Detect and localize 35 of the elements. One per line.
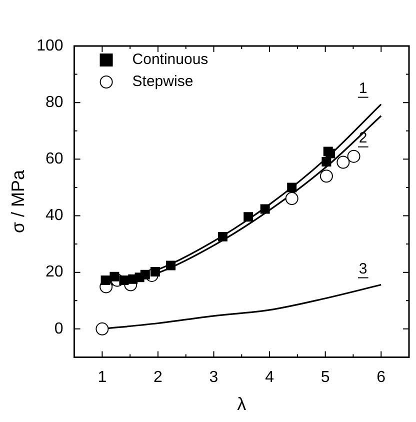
point [218, 232, 228, 242]
legend-label: Continuous [132, 51, 208, 68]
point [166, 260, 176, 270]
x-tick-label: 3 [209, 369, 218, 386]
point [96, 322, 109, 336]
y-tick-label: 60 [46, 150, 64, 168]
x-tick-label: 5 [320, 369, 330, 386]
point [347, 150, 360, 163]
point [119, 276, 129, 285]
x-tick-label: 1 [98, 369, 107, 386]
x-tick-label: 4 [265, 369, 274, 386]
x-tick-label: 6 [376, 369, 386, 386]
point [336, 156, 350, 169]
point [140, 270, 150, 280]
point [244, 212, 254, 222]
point [110, 272, 120, 282]
y-tick-label: 0 [54, 320, 64, 338]
x-tick-label: 2 [154, 369, 163, 386]
point [260, 204, 270, 214]
point [285, 192, 298, 205]
point [100, 276, 110, 285]
y-axis-title: σ / MPa [8, 169, 28, 234]
y-tick-label: 100 [36, 37, 64, 54]
point [326, 148, 336, 158]
point [322, 156, 332, 166]
y-tick-label: 20 [46, 264, 64, 281]
point [287, 182, 297, 192]
point [320, 170, 333, 183]
point [150, 267, 160, 277]
legend-label: Stepwise [132, 73, 194, 90]
x-axis-title: λ [237, 394, 246, 414]
y-tick-label: 40 [46, 207, 64, 224]
y-tick-label: 80 [46, 94, 64, 111]
series-label: 1 [358, 80, 368, 97]
series-label: 3 [358, 260, 368, 278]
